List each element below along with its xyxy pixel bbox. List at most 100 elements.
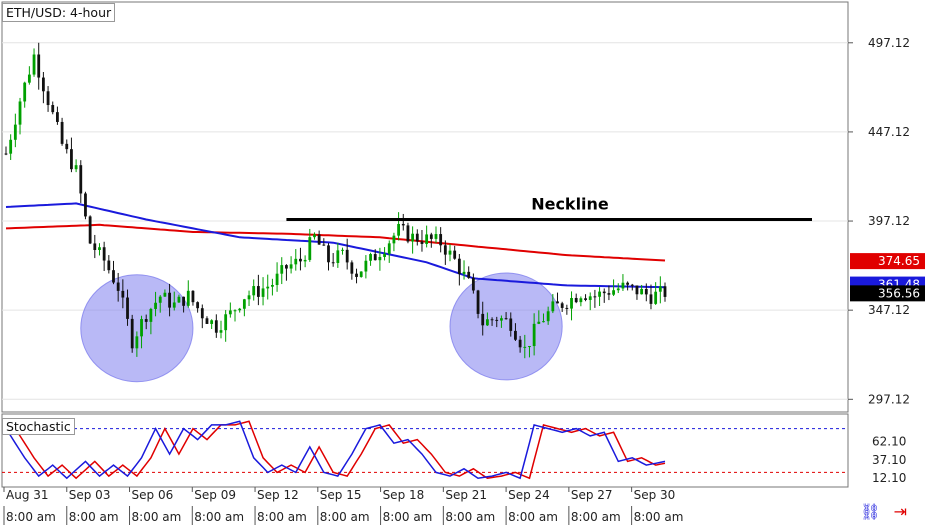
candle-body (238, 308, 242, 311)
candle-body (640, 288, 644, 295)
red-ma-price-tag-bg (850, 253, 925, 270)
candle-body (579, 298, 583, 303)
candle-body (420, 241, 424, 244)
candle-body (495, 319, 499, 321)
candle-body (476, 290, 480, 314)
y-tick-label: 397.12 (868, 214, 910, 228)
candle-body (509, 318, 513, 331)
candle-body (490, 319, 494, 321)
candle-body (299, 258, 302, 262)
candle-body (560, 303, 564, 308)
x-date-label: Sep 21 (445, 488, 487, 502)
candle-body (630, 284, 634, 286)
candle-body (242, 299, 246, 309)
x-date-label: Sep 18 (383, 488, 425, 502)
blue-moving-average (5, 202, 666, 289)
pattern-ellipse (80, 274, 194, 383)
candle-body (350, 262, 354, 274)
candle-body (135, 336, 139, 349)
candle-body (177, 296, 181, 303)
x-date-label: Sep 12 (257, 488, 299, 502)
candle-body (266, 286, 270, 289)
candle-body (504, 318, 508, 320)
candle-body (378, 256, 382, 261)
neckline-label: Neckline (531, 194, 609, 213)
candle-body (121, 290, 125, 298)
candle-body (18, 101, 22, 125)
candle-body (537, 321, 541, 324)
candle-body (425, 234, 429, 244)
candle-body (172, 302, 176, 308)
candle-body (70, 149, 73, 170)
candle-body (56, 112, 59, 122)
candle-body (415, 233, 419, 242)
candle-body (261, 288, 265, 297)
candle-body (303, 259, 307, 262)
candle-body (392, 235, 396, 244)
candle-body (23, 82, 27, 102)
x-date-label: Aug 31 (6, 488, 49, 502)
candle-body (275, 273, 279, 286)
candle-body (210, 320, 214, 324)
candle-body (140, 319, 143, 337)
x-time-label: 8:00 am (383, 510, 433, 524)
link-icon[interactable]: ⛓ (860, 502, 881, 521)
stochastic-tick-label: 12.10 (872, 471, 906, 485)
candle-body (65, 143, 69, 150)
x-time-label: 8:00 am (194, 510, 244, 524)
candle-body (556, 301, 559, 304)
candle-body (355, 273, 358, 277)
price-panel-frame (1, 1, 849, 413)
candle-body (149, 308, 153, 322)
candle-body (102, 247, 106, 261)
x-date-label: Sep 24 (508, 488, 550, 502)
candle-body (602, 291, 606, 294)
x-date-label: Sep 15 (320, 488, 362, 502)
candle-body (453, 250, 457, 259)
candle-body (443, 245, 447, 255)
candle-body (528, 346, 531, 348)
candle-body (196, 302, 200, 309)
arrow-right-bar-icon[interactable]: ⇥ (893, 502, 907, 521)
candle-body (271, 285, 274, 287)
x-time-label: 8:00 am (634, 510, 684, 524)
stochastic-d-line (6, 420, 666, 480)
candle-body (200, 308, 204, 319)
candle-body (228, 310, 232, 315)
candle-body (247, 295, 251, 300)
candle-body (457, 258, 461, 274)
y-tick-label: 447.12 (868, 125, 910, 139)
candle-body (584, 298, 587, 300)
x-time-label: 8:00 am (571, 510, 621, 524)
candle-body (644, 288, 648, 295)
candle-body (612, 290, 615, 295)
chart-title: ETH/USD: 4-hour (2, 3, 116, 22)
candle-body (116, 282, 120, 291)
candle-body (462, 271, 466, 274)
candle-body (373, 254, 377, 261)
last-price-tag-bg (850, 285, 925, 302)
candle-body (663, 286, 667, 297)
candle-body (500, 318, 503, 321)
x-time-label: 8:00 am (320, 510, 370, 524)
x-date-label: Sep 09 (194, 488, 236, 502)
candle-body (471, 277, 475, 291)
candle-body (518, 339, 522, 348)
candle-body (27, 74, 31, 83)
candle-body (331, 262, 335, 264)
candle-body (654, 291, 658, 304)
candle-body (588, 296, 592, 300)
candle-body (364, 260, 368, 272)
candle-body (551, 301, 555, 312)
candle-body (397, 223, 400, 236)
x-time-label: 8:00 am (445, 510, 495, 524)
candle-body (9, 139, 13, 154)
candle-body (186, 290, 190, 306)
x-date-label: Sep 27 (571, 488, 613, 502)
candle-body (327, 245, 330, 263)
candle-body (322, 244, 326, 246)
candle-body (182, 296, 186, 306)
candle-body (598, 291, 601, 297)
x-date-label: Sep 30 (634, 488, 676, 502)
